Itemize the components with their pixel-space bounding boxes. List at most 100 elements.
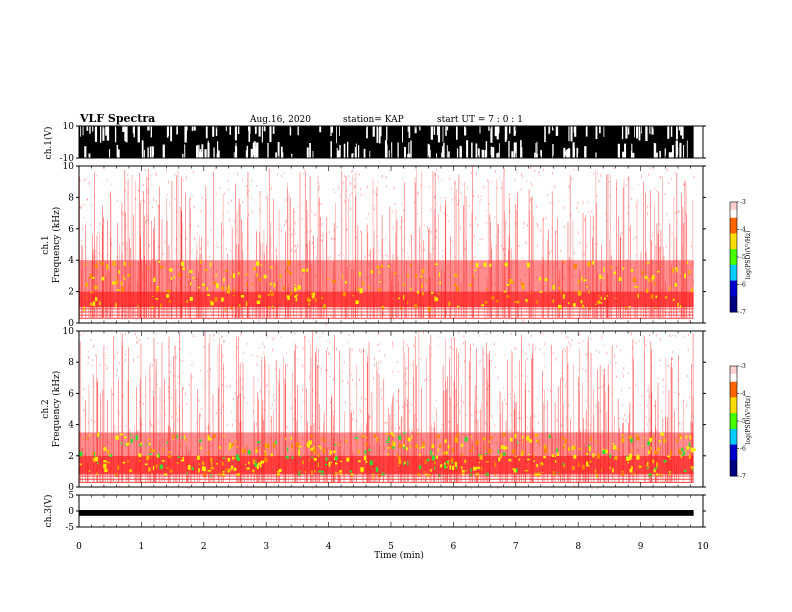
ch1-spectrogram-emission — [115, 302, 117, 308]
ch2-spectrogram-speckle — [510, 413, 512, 417]
ch1-colorbar-tick-label: -5 — [740, 254, 746, 261]
ch2-spectrogram-emission — [290, 436, 292, 441]
ch2-colorbar-swatch — [730, 366, 737, 383]
ch1-spectrogram-speckle — [366, 218, 368, 220]
ch2-spectrogram-emission — [396, 455, 399, 458]
ch1-spectrogram-emission — [393, 272, 397, 275]
ch2-spectrogram-speckle — [83, 332, 85, 334]
ch2-spectrogram-emission — [94, 452, 96, 457]
ch1-spectrogram-speckle — [606, 220, 608, 222]
ch2-spectrogram-emission — [130, 438, 133, 444]
ch2-spectrogram-emission — [635, 434, 638, 436]
ch1-spectrogram-speckle — [216, 245, 218, 248]
ch1-spectrogram-speckle — [343, 175, 345, 177]
ch2-colorbar-swatch — [730, 444, 737, 461]
ch1-spectrogram-emission — [199, 260, 202, 264]
ch1-waveform-gap — [645, 126, 648, 141]
ch2-spectrogram-speckle — [671, 334, 673, 337]
ch1-waveform-gap — [668, 152, 671, 158]
ch2-spectrogram-speckle — [621, 389, 623, 391]
ch2-spectrogram-speckle — [157, 421, 159, 424]
ch1-spectrogram-speckle — [320, 234, 322, 237]
ch2-spectrogram-speckle — [222, 354, 224, 358]
ch1-spectrogram-speckle — [523, 222, 525, 225]
ch2-spectrogram-speckle — [662, 391, 664, 394]
ch1-spectrogram-emission — [598, 295, 601, 297]
ch1-spectrogram-speckle — [441, 178, 443, 181]
ch2-spectrogram-emission — [405, 447, 409, 451]
ch1-spectrogram-speckle — [155, 203, 157, 205]
ch2-spectrogram-emission — [444, 439, 447, 444]
ch2-spectrogram-speckle — [218, 332, 220, 335]
ch1-spectrogram-emission — [89, 274, 93, 279]
ch2-spectrogram-emission — [653, 469, 656, 473]
ch1-spectrogram-emission — [504, 262, 508, 267]
ch2-spectrogram-emission — [406, 436, 408, 440]
ch2-spectrogram-emission — [139, 444, 142, 447]
ch1-spectrogram-speckle — [693, 176, 695, 179]
ch1-spectrogram-speckle — [675, 211, 677, 214]
ch1-spectrogram-emission — [415, 273, 418, 278]
ch2-spectrogram-emission — [392, 435, 396, 437]
ch2-spectrogram-speckle — [213, 333, 215, 337]
ch1-spectrogram-speckle — [320, 239, 322, 242]
ch1-spectrogram-emission — [669, 286, 671, 291]
ch1-spectrogram-emission — [246, 282, 248, 287]
ch1-spectrogram-emission — [268, 306, 271, 309]
ch2-spectrogram-emission — [392, 442, 396, 447]
ch2-spectrogram-emission — [423, 471, 426, 474]
ch1-spectrogram-speckle — [216, 193, 218, 195]
ch1-waveform-gap — [191, 126, 194, 132]
ch1-spectrogram-emission — [90, 291, 94, 294]
ch2-spectrogram-speckle — [322, 331, 324, 335]
ch1-spectrogram-speckle — [230, 199, 232, 202]
ch2-spectrogram-speckle — [188, 486, 190, 489]
ch2-spectrogram-speckle — [378, 343, 380, 346]
ch2-spectrogram-speckle — [687, 333, 689, 337]
ch1-waveform-gap — [410, 140, 412, 158]
ch1-waveform-gap — [261, 126, 263, 143]
ch1-spectrogram-speckle — [324, 310, 326, 312]
ch1-waveform-gap — [654, 143, 657, 158]
ch1-waveform-gap — [89, 126, 91, 134]
ch2-spectrogram-speckle — [113, 355, 115, 359]
ch1-spectrogram-speckle — [554, 185, 556, 189]
ch2-spectrogram-speckle — [526, 416, 528, 418]
ch2-spectrogram-speckle — [82, 378, 84, 380]
ch1-spectrogram-speckle — [450, 187, 452, 190]
ch1-spectrogram-speckle — [385, 176, 387, 179]
ch2-spectrogram-emission — [207, 451, 210, 455]
ch1-spectrogram-emission — [321, 296, 323, 300]
ch1-spectrogram-speckle — [550, 234, 552, 237]
ch2-spectrogram-speckle — [535, 346, 537, 350]
ch1-waveform-gap — [176, 126, 178, 135]
ch2-spectrogram-speckle — [459, 411, 461, 414]
ch1-waveform-gap — [386, 126, 388, 141]
ch2-spectrogram-emission — [488, 440, 491, 444]
ch1-spectrogram-speckle — [189, 224, 191, 227]
ch2-spectrogram-emission — [124, 436, 127, 439]
ch2-spectrogram-speckle — [189, 353, 191, 355]
ch2-spectrogram-speckle — [533, 414, 535, 418]
ch2-spectrogram-emission — [470, 449, 473, 453]
ch2-spectrogram-emission — [236, 457, 241, 461]
ch2-spectrogram-emission — [246, 467, 250, 470]
ch2-spectrogram-speckle — [272, 396, 274, 399]
ch1-waveform-gap — [549, 126, 551, 134]
ch1-spectrogram-emission — [124, 278, 126, 281]
ch2-spectrogram-speckle — [571, 338, 573, 342]
ch2-spectrogram-speckle — [485, 332, 487, 335]
ch2-spectrogram-emission — [335, 443, 338, 445]
ch1-spectrogram-emission — [491, 296, 495, 300]
ch1-spectrogram-emission — [156, 286, 159, 292]
ch1-waveform-gap — [456, 148, 459, 158]
ch1-waveform-gap — [442, 126, 444, 143]
ch1-waveform-gap — [336, 126, 337, 144]
ch1-spectrogram-emission — [116, 289, 120, 291]
ch1-spectrogram-emission — [539, 291, 543, 293]
ch1-spectrogram-speckle — [176, 211, 178, 213]
ch1-waveform-gap — [233, 152, 235, 158]
ch2-spectrogram-speckle — [156, 333, 158, 336]
ch1-spectrogram-speckle — [195, 243, 197, 246]
